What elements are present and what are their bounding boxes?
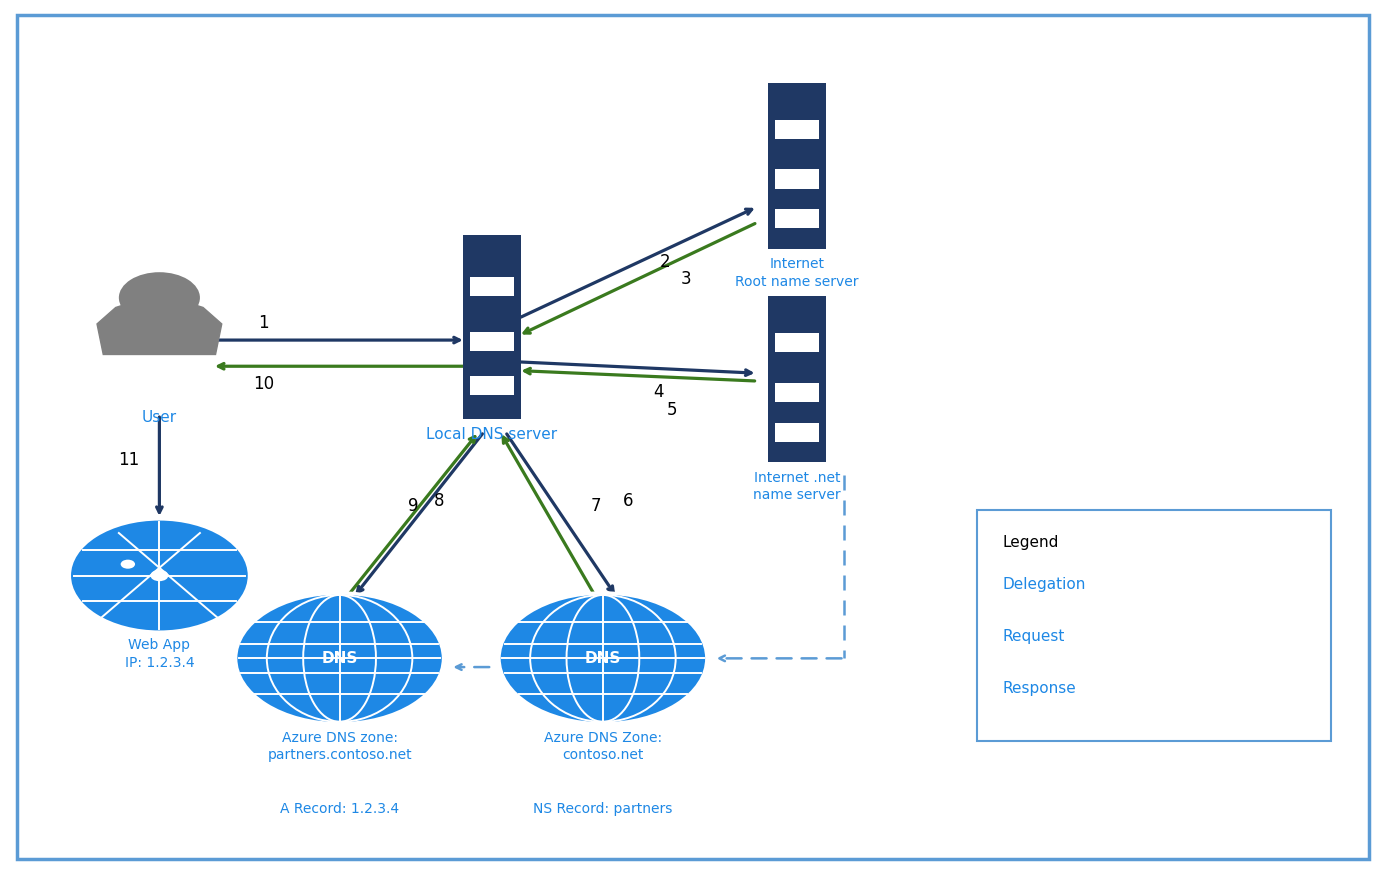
FancyBboxPatch shape (977, 510, 1331, 741)
Polygon shape (97, 300, 222, 355)
Text: Azure DNS zone:
partners.contoso.net: Azure DNS zone: partners.contoso.net (267, 731, 412, 762)
FancyBboxPatch shape (17, 15, 1369, 859)
Circle shape (499, 593, 707, 724)
Text: User: User (141, 410, 177, 425)
Text: 11: 11 (118, 451, 140, 469)
FancyBboxPatch shape (768, 296, 826, 462)
Text: Azure DNS Zone:
contoso.net: Azure DNS Zone: contoso.net (543, 731, 663, 762)
Text: 7: 7 (590, 497, 602, 514)
FancyBboxPatch shape (470, 376, 514, 395)
FancyBboxPatch shape (775, 119, 819, 139)
Text: Web App
IP: 1.2.3.4: Web App IP: 1.2.3.4 (125, 638, 194, 670)
Text: Internet .net
name server: Internet .net name server (753, 471, 841, 502)
FancyBboxPatch shape (775, 423, 819, 442)
FancyBboxPatch shape (463, 235, 521, 419)
FancyBboxPatch shape (768, 83, 826, 249)
FancyBboxPatch shape (775, 169, 819, 188)
Text: DNS: DNS (585, 651, 621, 666)
Text: Internet
Root name server: Internet Root name server (735, 257, 859, 289)
Text: 3: 3 (681, 270, 692, 288)
Text: 9: 9 (407, 497, 419, 514)
Circle shape (236, 593, 444, 724)
Text: DNS: DNS (322, 651, 358, 666)
Text: Request: Request (1002, 629, 1064, 644)
Text: Delegation: Delegation (1002, 576, 1085, 592)
Text: 1: 1 (258, 314, 269, 331)
Text: 10: 10 (252, 375, 274, 392)
FancyBboxPatch shape (775, 333, 819, 352)
Text: Local DNS server: Local DNS server (427, 427, 557, 442)
Text: NS Record: partners: NS Record: partners (534, 802, 672, 816)
FancyBboxPatch shape (775, 209, 819, 228)
FancyBboxPatch shape (470, 332, 514, 351)
Circle shape (121, 560, 134, 569)
Text: 8: 8 (434, 493, 445, 510)
Circle shape (69, 519, 249, 632)
FancyBboxPatch shape (470, 277, 514, 296)
Text: 5: 5 (667, 401, 678, 419)
Text: 6: 6 (622, 493, 633, 510)
Text: A Record: 1.2.3.4: A Record: 1.2.3.4 (280, 802, 399, 816)
Text: Legend: Legend (1002, 535, 1059, 549)
Circle shape (151, 570, 169, 581)
Text: Response: Response (1002, 681, 1076, 697)
Circle shape (119, 272, 200, 324)
FancyBboxPatch shape (775, 383, 819, 402)
Text: 4: 4 (653, 384, 664, 401)
Text: 2: 2 (660, 253, 671, 270)
